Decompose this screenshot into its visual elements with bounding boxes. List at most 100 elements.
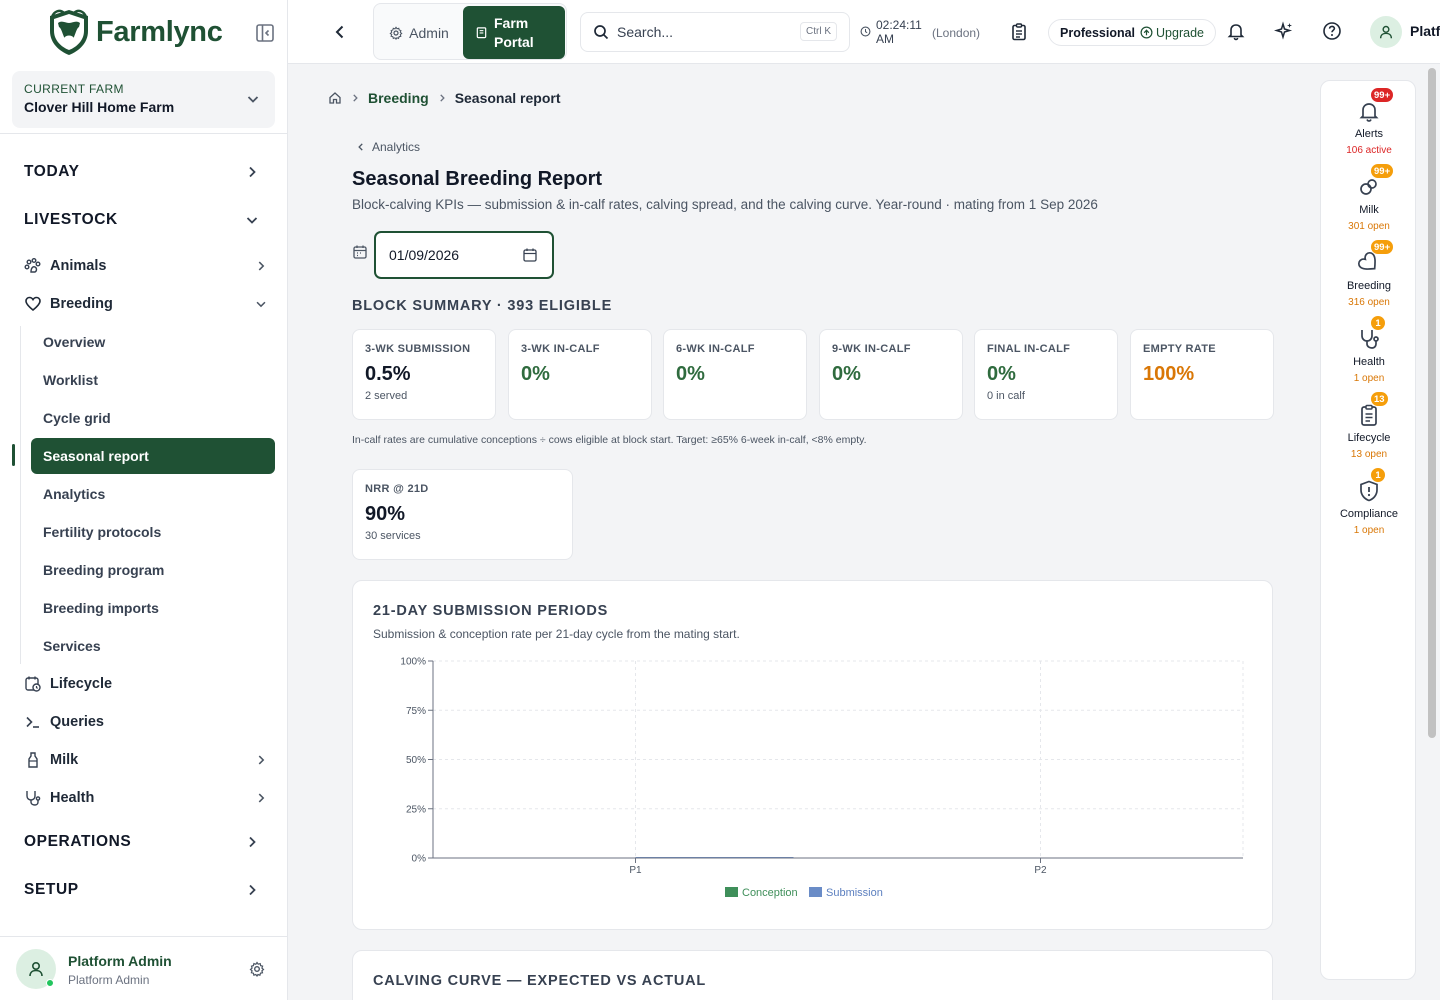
farm-portal-label-2: Portal (494, 33, 534, 50)
sidebar-item-lifecycle-label: Lifecycle (50, 676, 113, 692)
plan-name: Professional (1060, 25, 1136, 40)
kpi-card-nrr: NRR @ 21D 90% 30 services (352, 469, 573, 560)
chevron-right-icon (353, 94, 358, 102)
sidebar-item-breeding-imports[interactable]: Breeding imports (43, 600, 159, 616)
kpi-card: 9-WK IN-CALF 0% (819, 329, 963, 420)
submission-periods-card: 21-DAY SUBMISSION PERIODS Submission & c… (352, 580, 1273, 930)
kpi-card: 6-WK IN-CALF 0% (663, 329, 807, 420)
rail-count: 1 open (1353, 373, 1385, 384)
user-icon (29, 961, 43, 977)
breadcrumb: Breeding Seasonal report (328, 90, 561, 106)
farm-portal-button[interactable]: Farm Portal (463, 6, 565, 59)
bell-icon[interactable] (1226, 21, 1246, 41)
clock-icon (860, 26, 871, 37)
sidebar-item-milk[interactable]: Milk (24, 748, 274, 772)
sidebar-item-breeding-label: Breeding (50, 296, 113, 312)
clipboard-list-icon[interactable] (1009, 22, 1029, 42)
rail-label: Breeding (1346, 280, 1392, 292)
legend-swatch (725, 887, 738, 897)
clipboard-icon: 13 (1357, 391, 1389, 427)
kpi-note: 2 served (365, 390, 408, 402)
rail-label: Lifecycle (1347, 432, 1391, 444)
collapse-sidebar-icon[interactable] (255, 23, 275, 43)
section-today-label: TODAY (24, 163, 80, 180)
sidebar-item-overview[interactable]: Overview (43, 334, 106, 350)
rail-count: 1 open (1353, 525, 1385, 536)
sidebar-item-seasonal-report[interactable]: Seasonal report (31, 438, 275, 474)
sidebar-item-health-label: Health (50, 790, 95, 806)
sidebar-item-lifecycle[interactable]: Lifecycle (24, 672, 274, 696)
home-icon[interactable] (328, 91, 342, 105)
submission-chart: 0% 25% 50% 75% 100% P1 P2 Conception Submission (400, 657, 1244, 899)
kpi-card: EMPTY RATE 100% (1130, 329, 1274, 420)
topbar-user-name[interactable]: Platf (1410, 23, 1440, 39)
sidebar-item-milk-label: Milk (50, 752, 79, 768)
legend-swatch (809, 887, 822, 897)
user-profile[interactable]: Platform Admin Platform Admin (0, 936, 287, 1000)
brand-logo[interactable]: Farmlync (0, 0, 287, 64)
search-input[interactable]: Search... Ctrl K (580, 12, 850, 52)
section-livestock[interactable]: LIVESTOCK (24, 208, 264, 232)
farm-switcher[interactable]: CURRENT FARM Clover Hill Home Farm (12, 71, 275, 128)
sidebar-item-breeding-program[interactable]: Breeding program (43, 562, 165, 578)
sidebar-item-services[interactable]: Services (43, 638, 101, 654)
count-badge: 13 (1370, 391, 1389, 407)
farm-label: CURRENT FARM (24, 82, 124, 96)
chevron-right-icon (249, 884, 256, 896)
card-title: 21-DAY SUBMISSION PERIODS (373, 603, 609, 619)
sidebar-item-analytics[interactable]: Analytics (43, 486, 106, 502)
paw-icon (24, 257, 42, 275)
section-today[interactable]: TODAY (24, 160, 264, 184)
plan-upgrade-pill[interactable]: Professional Upgrade (1048, 19, 1216, 46)
kpi-card: 3-WK SUBMISSION 0.5% 2 served (352, 329, 496, 420)
y-tick-label: 100% (400, 657, 426, 668)
count-badge: 99+ (1370, 239, 1395, 255)
rail-item-compliance[interactable]: 1 Compliance 1 open (1321, 467, 1417, 536)
user-icon (1379, 25, 1393, 39)
rail-item-health[interactable]: 1 Health 1 open (1321, 315, 1417, 384)
section-setup[interactable]: SETUP (24, 878, 264, 902)
legend-label: Conception (742, 887, 798, 899)
page-scrollbar[interactable] (1428, 68, 1436, 738)
kpi-label: NRR @ 21D (365, 483, 429, 495)
sidebar-item-queries[interactable]: Queries (24, 710, 274, 734)
avatar[interactable] (1370, 16, 1402, 48)
search-shortcut-badge: Ctrl K (800, 22, 837, 41)
sidebar-item-breeding[interactable]: Breeding (24, 292, 274, 316)
rail-count: 13 open (1350, 449, 1388, 460)
sidebar-item-cycle-grid[interactable]: Cycle grid (43, 410, 111, 426)
block-summary-title: BLOCK SUMMARY · 393 ELIGIBLE (352, 298, 613, 314)
card-title: CALVING CURVE — EXPECTED VS ACTUAL (373, 973, 707, 989)
sidebar-item-animals[interactable]: Animals (24, 254, 274, 278)
y-tick-label: 0% (412, 854, 427, 865)
rail-item-alerts[interactable]: 99+ Alerts 106 active (1321, 87, 1417, 156)
calving-curve-card: CALVING CURVE — EXPECTED VS ACTUAL (352, 950, 1273, 1000)
chevron-right-icon (249, 836, 256, 848)
mating-start-date-input[interactable]: 01/09/2026 (374, 231, 554, 279)
count-badge: 99+ (1370, 163, 1395, 179)
rail-item-milk[interactable]: 99+ Milk 301 open (1321, 163, 1417, 232)
section-operations-label: OPERATIONS (24, 833, 132, 850)
rail-count: 301 open (1348, 221, 1390, 232)
sidebar-item-health[interactable]: Health (24, 786, 274, 810)
sidebar-item-fertility-protocols[interactable]: Fertility protocols (43, 524, 162, 540)
breadcrumb-breeding[interactable]: Breeding (368, 90, 429, 106)
back-to-analytics-link[interactable]: Analytics (356, 140, 420, 154)
chevron-right-icon (439, 94, 445, 102)
help-circle-icon[interactable] (1322, 21, 1342, 41)
back-chevron-icon[interactable] (330, 22, 350, 42)
rail-label: Milk (1359, 204, 1379, 216)
admin-portal-button[interactable]: Admin (378, 8, 460, 57)
gear-icon[interactable] (249, 961, 265, 977)
kpi-value: 0% (832, 363, 861, 385)
farm-portal-label-1: Farm (494, 14, 529, 31)
chevron-left-icon (358, 143, 363, 151)
sidebar-item-worklist[interactable]: Worklist (43, 372, 98, 388)
rail-item-lifecycle[interactable]: 13 Lifecycle 13 open (1321, 391, 1417, 460)
kpi-card: 3-WK IN-CALF 0% (508, 329, 652, 420)
rail-item-breeding[interactable]: 99+ Breeding 316 open (1321, 239, 1417, 308)
section-operations[interactable]: OPERATIONS (24, 830, 264, 854)
stethoscope-icon (24, 789, 42, 807)
calendar-picker-icon[interactable] (522, 247, 538, 263)
sparkles-icon[interactable] (1274, 21, 1294, 41)
